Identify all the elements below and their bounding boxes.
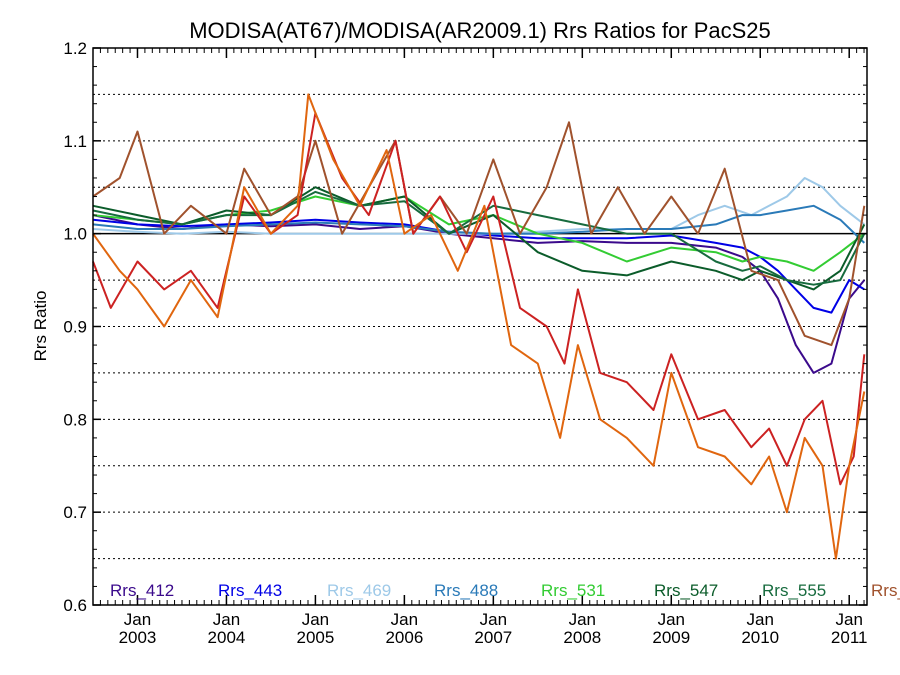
series-line-rrs_667 (92, 121, 866, 347)
y-axis-label: Rrs Ratio (31, 291, 50, 362)
x-tick-year-0: 2003 (119, 628, 157, 647)
x-tick-month-7: Jan (747, 610, 774, 629)
legend-entry-rrs_469: Rrs_469 (327, 581, 391, 600)
series-line-rrs_555 (92, 190, 866, 286)
grid-layer (93, 93, 867, 560)
y-tick-label-3: 0.9 (63, 318, 87, 337)
y-tick-label-4: 1.0 (63, 225, 87, 244)
legend-entry-rrs_412: Rrs_412 (110, 581, 174, 600)
y-tick-label-1: 0.7 (63, 503, 87, 522)
y-ticks: 0.6 0.7 0.8 0.9 1.0 1.1 1.2 (63, 39, 867, 615)
x-tick-month-3: Jan (391, 610, 418, 629)
y-tick-label-2: 0.8 (63, 410, 87, 429)
chart-title: MODISA(AT67)/MODISA(AR2009.1) Rrs Ratios… (189, 18, 771, 43)
series-layer (92, 93, 866, 560)
x-tick-month-4: Jan (480, 610, 507, 629)
x-tick-month-2: Jan (302, 610, 329, 629)
x-tick-year-5: 2008 (563, 628, 601, 647)
x-tick-year-6: 2009 (652, 628, 690, 647)
legend-entry-rrs_531: Rrs_531 (541, 581, 605, 600)
x-tick-year-2: 2005 (296, 628, 334, 647)
series-line-rrs_r2 (92, 93, 866, 560)
x-tick-year-8: 2011 (831, 628, 868, 647)
x-tick-year-1: 2004 (208, 628, 246, 647)
y-tick-label-5: 1.1 (63, 132, 87, 151)
x-tick-year-3: 2006 (385, 628, 423, 647)
legend-entry-rrs_488: Rrs_488 (434, 581, 498, 600)
legend-entry-rrs_555: Rrs_555 (762, 581, 826, 600)
series-line-rrs_531 (92, 195, 865, 272)
x-tick-year-4: 2007 (474, 628, 512, 647)
legend-entry-rrs_667: Rrs_667 (871, 581, 900, 600)
legend-entry-rrs_547: Rrs_547 (654, 581, 718, 600)
x-tick-year-7: 2010 (741, 628, 779, 647)
y-tick-label-6: 1.2 (63, 39, 87, 58)
legend-entry-rrs_443: Rrs_443 (218, 581, 282, 600)
x-tick-month-1: Jan (213, 610, 240, 629)
x-ticks: Jan2003Jan2004Jan2005Jan2006Jan2007Jan20… (92, 48, 868, 647)
y-tick-label-0: 0.6 (63, 596, 87, 615)
series-line-rrs_469 (92, 177, 865, 235)
x-tick-month-6: Jan (658, 610, 685, 629)
legend: Rrs_412 Rrs_443 Rrs_469 Rrs_488 Rrs_531 Rrs_5… (110, 581, 900, 600)
x-tick-month-0: Jan (124, 610, 151, 629)
x-tick-month-8: Jan (835, 610, 862, 629)
x-tick-month-5: Jan (569, 610, 596, 629)
series-line-rrs_443 (92, 218, 865, 314)
